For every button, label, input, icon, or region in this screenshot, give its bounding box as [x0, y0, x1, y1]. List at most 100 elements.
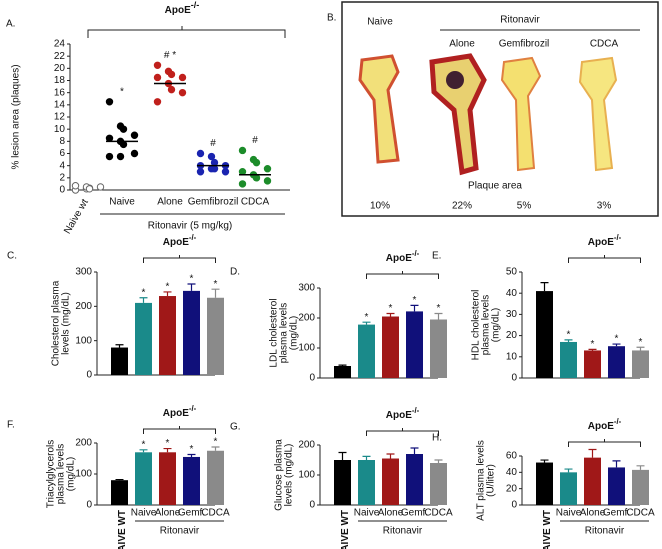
x-tick-label: CDCA	[201, 508, 230, 519]
y-axis-label: HDL cholesterol	[471, 290, 482, 361]
title-superscript: -/-	[412, 406, 420, 415]
significance-mark: *	[214, 279, 218, 290]
error-bar	[115, 478, 124, 481]
data-point	[263, 165, 272, 173]
y-axis-label: plasma levels	[279, 303, 290, 364]
y-tick-label: 0	[59, 185, 65, 196]
data-point	[238, 146, 247, 155]
x-tick-label: Naive wt	[62, 197, 91, 236]
y-tick-label: 100	[298, 343, 315, 354]
error-bar	[187, 453, 196, 457]
bar	[159, 452, 176, 505]
area-label: 3%	[597, 201, 612, 212]
y-tick-label: 0	[309, 500, 315, 511]
y-tick-label: 300	[298, 283, 315, 294]
bar	[207, 297, 224, 375]
bar	[632, 469, 649, 505]
significance-mark: # *	[164, 50, 176, 61]
panel-label: H.	[432, 433, 442, 444]
error-bar	[211, 446, 220, 451]
y-tick-label: 50	[506, 267, 518, 278]
title-text: ApoE	[588, 421, 614, 432]
y-axis-label: Cholesterol plasma	[51, 280, 62, 366]
title-superscript: -/-	[614, 233, 622, 242]
y-axis-label: (mg/dL)	[491, 308, 502, 342]
error-bar	[612, 343, 621, 347]
significance-mark: *	[142, 439, 146, 450]
data-point	[207, 152, 216, 161]
aorta-image	[578, 56, 618, 172]
y-tick-label: 14	[54, 99, 66, 110]
error-bar	[636, 465, 645, 470]
image-label: CDCA	[590, 39, 619, 50]
error-bar	[588, 348, 597, 351]
image-label: Gemfibrozil	[499, 39, 550, 50]
panel-label: G.	[230, 422, 241, 433]
bar	[406, 311, 423, 378]
y-tick-label: 20	[506, 330, 518, 341]
data-point	[105, 98, 114, 106]
bar	[536, 462, 553, 505]
x-tick-label: NAIVE WT	[542, 510, 553, 549]
title-superscript: -/-	[614, 417, 622, 426]
bar	[584, 350, 601, 378]
panel-title: ApoE-/-	[165, 0, 200, 15]
y-tick-label: 6	[59, 148, 65, 159]
bar	[430, 319, 447, 378]
y-tick-label: 10	[54, 124, 66, 135]
error-bar	[410, 447, 419, 454]
y-tick-label: 60	[506, 451, 518, 462]
title-text: ApoE	[163, 237, 189, 248]
bar	[111, 480, 128, 505]
area-label: 5%	[517, 201, 532, 212]
x-tick-label: Naive	[109, 197, 135, 208]
bar	[560, 341, 577, 378]
data-point	[221, 168, 230, 176]
error-bar	[540, 459, 549, 463]
panel-label: D.	[230, 267, 240, 278]
bar	[608, 346, 625, 378]
bar	[608, 467, 625, 505]
bracket	[143, 426, 216, 434]
significance-mark: *	[639, 337, 643, 348]
y-axis-label: plasma levels	[56, 444, 67, 505]
data-point	[153, 98, 162, 106]
significance-mark: *	[120, 86, 124, 97]
x-tick-label: Alone	[378, 508, 404, 519]
data-point	[119, 140, 128, 149]
data-point	[252, 158, 261, 167]
y-tick-label: 200	[298, 313, 315, 324]
aorta-image	[358, 54, 400, 164]
significance-mark: *	[437, 303, 441, 314]
y-tick-label: 24	[54, 39, 66, 50]
significance-mark: *	[567, 329, 571, 340]
y-tick-label: 200	[298, 440, 315, 451]
y-tick-label: 20	[54, 63, 66, 74]
y-tick-label: 40	[506, 467, 518, 478]
panel-title: ApoE-/-	[588, 417, 622, 432]
error-bar	[386, 312, 395, 317]
x-tick-label: CDCA	[424, 508, 453, 519]
significance-mark: *	[166, 282, 170, 293]
data-point	[263, 177, 272, 185]
caption: Plaque area	[468, 181, 522, 192]
panel-title: ApoE-/-	[386, 249, 420, 264]
y-tick-label: 4	[59, 160, 65, 171]
x-tick-label: Gemfibrozil	[188, 197, 239, 208]
x-tick-label: CDCA	[241, 197, 270, 208]
y-tick-label: 0	[511, 373, 517, 384]
y-axis-label: LDL cholesterol	[269, 298, 280, 367]
x-tick-label: NAIVE WT	[340, 510, 351, 549]
significance-mark: *	[413, 295, 417, 306]
y-tick-label: 22	[54, 51, 66, 62]
group-label: Ritonavir	[585, 526, 625, 537]
error-bar	[338, 364, 347, 366]
data-point	[178, 73, 187, 82]
panel-label: E.	[432, 251, 441, 262]
bar	[536, 291, 553, 378]
significance-mark: *	[190, 274, 194, 285]
data-point	[116, 152, 125, 161]
y-axis-label: levels (mg/dL)	[61, 292, 72, 355]
bar	[632, 350, 649, 378]
